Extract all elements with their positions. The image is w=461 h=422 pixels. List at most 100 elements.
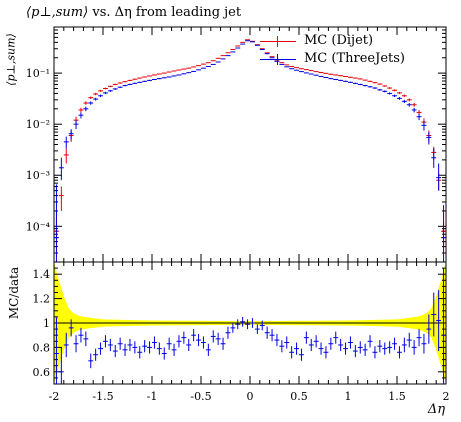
- data-point: [176, 69, 182, 71]
- data-point: [333, 78, 339, 81]
- ratio-point: [152, 336, 157, 349]
- ratio-point: [259, 320, 265, 331]
- ratio-point: [210, 330, 216, 343]
- data-point: [348, 76, 353, 78]
- data-point: [127, 83, 133, 86]
- data-point: [117, 82, 123, 84]
- data-point: [294, 69, 299, 71]
- data-point: [161, 72, 167, 74]
- data-point: [352, 77, 358, 79]
- ratio-point: [235, 319, 241, 330]
- ratio-y-tick-label: 0.8: [33, 341, 51, 354]
- data-point: [313, 74, 319, 76]
- data-point: [323, 72, 329, 74]
- ratio-point: [58, 347, 64, 384]
- y-axis-label-ratio: MC/data: [7, 266, 21, 320]
- ratio-point: [103, 335, 108, 348]
- legend: MC (Dijet) MC (ThreeJets): [258, 32, 405, 68]
- ratio-point: [171, 343, 177, 356]
- data-point: [122, 84, 128, 87]
- chart-title-text: vs. Δη from leading jet: [92, 5, 242, 20]
- data-point: [377, 83, 383, 85]
- data-point: [284, 64, 290, 66]
- x-tick-label: 1.5: [388, 390, 406, 403]
- data-point: [338, 79, 344, 82]
- chart-title: ⟨p⊥,sum⟩ vs. Δη from leading jet: [26, 5, 241, 20]
- data-point: [137, 81, 143, 84]
- x-tick-label: -0.5: [190, 390, 211, 403]
- ratio-point: [93, 348, 99, 361]
- data-point: [338, 75, 344, 77]
- ratio-point: [201, 336, 206, 349]
- ratio-point: [294, 342, 299, 355]
- ratio-point: [215, 332, 221, 345]
- data-point: [142, 76, 148, 78]
- data-point: [93, 97, 99, 101]
- data-point: [117, 86, 123, 89]
- data-point: [171, 75, 177, 77]
- ratio-point: [117, 337, 123, 350]
- data-point: [279, 62, 285, 64]
- ratio-point: [78, 327, 84, 343]
- data-point: [93, 92, 99, 96]
- data-point: [107, 89, 113, 92]
- legend-swatch-threejets: [260, 59, 296, 60]
- data-point: [367, 80, 373, 82]
- ratio-point: [68, 319, 74, 337]
- data-point: [397, 97, 402, 100]
- ratio-point: [343, 342, 348, 355]
- data-point: [68, 129, 74, 140]
- data-point: [98, 94, 103, 98]
- data-point: [274, 60, 280, 62]
- ratio-y-tick-label: 1.2: [33, 293, 51, 306]
- legend-swatch-tick-threejets: [277, 54, 278, 65]
- ratio-point: [122, 343, 128, 356]
- data-point: [382, 85, 388, 87]
- ratio-point: [308, 338, 314, 352]
- data-point: [156, 78, 162, 80]
- series-dijet: [54, 39, 446, 262]
- legend-item-threejets: MC (ThreeJets): [258, 50, 405, 68]
- main-panel: 10⁻⁴ 10⁻³ 10⁻² 10⁻¹: [26, 26, 447, 263]
- data-point: [196, 69, 201, 71]
- data-point: [63, 148, 69, 164]
- ratio-point: [88, 353, 94, 369]
- ratio-panel: -2 -1.5 -1 -0.5 0 0.5 1 1.5 2 0.6 0.8 1 1.2 1.4: [33, 261, 450, 403]
- ratio-point: [254, 324, 260, 334]
- x-axis-label: Δη: [427, 402, 445, 417]
- data-point: [88, 96, 94, 100]
- ratio-point: [147, 341, 152, 354]
- ratio-point: [392, 337, 397, 350]
- ratio-point: [73, 335, 79, 353]
- data-point: [411, 107, 417, 113]
- data-point: [147, 79, 152, 82]
- main-y-tick-label: 10⁻⁴: [26, 220, 51, 233]
- ratio-point: [196, 333, 201, 347]
- legend-item-dijet: MC (Dijet): [258, 32, 405, 50]
- ratio-point: [220, 337, 226, 350]
- data-point: [54, 184, 59, 262]
- ratio-point: [176, 335, 182, 348]
- ratio-point: [54, 316, 59, 384]
- data-point: [372, 87, 378, 89]
- data-point: [431, 148, 437, 168]
- data-point: [289, 65, 295, 67]
- data-point: [308, 73, 314, 75]
- data-point: [357, 78, 363, 80]
- data-point: [303, 69, 309, 71]
- legend-swatch-tick-dijet: [277, 36, 278, 47]
- ratio-point: [436, 290, 442, 352]
- ratio-point: [269, 329, 275, 342]
- ratio-point: [107, 338, 113, 352]
- ratio-y-tick-label: 1: [43, 317, 50, 330]
- data-point: [161, 77, 167, 79]
- legend-label-dijet: MC (Dijet): [304, 33, 374, 48]
- data-point: [58, 157, 64, 181]
- ratio-point: [279, 340, 285, 353]
- data-point: [397, 91, 402, 94]
- data-point: [186, 72, 192, 74]
- data-point: [152, 74, 157, 76]
- ratio-series-threejets: [54, 268, 446, 384]
- data-point: [328, 73, 334, 75]
- ratio-point: [250, 318, 255, 328]
